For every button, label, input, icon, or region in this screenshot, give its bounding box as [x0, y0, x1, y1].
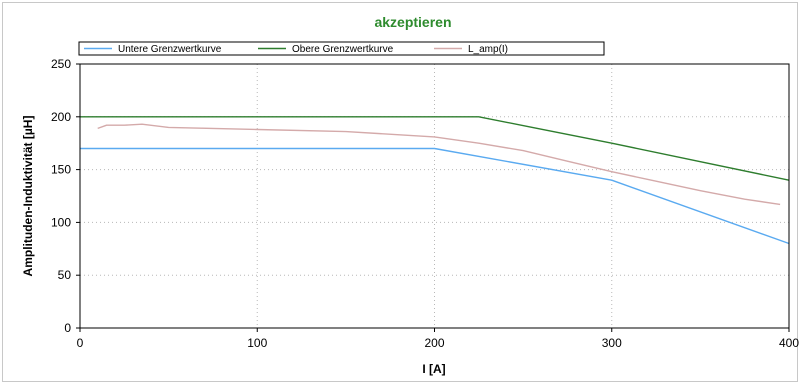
ticks: 0 100 200 300 400 0 50 100 150 200 250	[51, 57, 799, 350]
legend-label-2: Obere Grenzwertkurve	[292, 44, 394, 55]
x-tick-label: 300	[602, 336, 622, 350]
y-tick-label: 250	[51, 57, 71, 71]
series-line-1	[80, 147, 790, 245]
y-tick-label: 200	[51, 110, 71, 124]
series-line-3	[97, 123, 781, 206]
x-tick-label: 100	[247, 336, 267, 350]
y-axis-label: Amplituden-Induktivität [µH]	[21, 116, 35, 277]
grid	[80, 64, 789, 328]
chart-title: akzeptieren	[374, 14, 451, 30]
y-tick-label: 150	[51, 163, 71, 177]
x-tick-label: 0	[77, 336, 84, 350]
chart-frame	[2, 2, 798, 382]
x-axis-label: I [A]	[422, 362, 445, 376]
legend-box	[78, 41, 605, 56]
legend-label-1: Untere Grenzwertkurve	[118, 44, 222, 55]
legend: Untere Grenzwertkurve Obere Grenzwertkurv…	[78, 41, 605, 56]
x-tick-label: 200	[424, 336, 444, 350]
series-group	[80, 116, 790, 245]
x-tick-label: 400	[779, 336, 799, 350]
y-tick-label: 100	[51, 215, 71, 229]
y-tick-label: 50	[58, 268, 72, 282]
y-tick-label: 0	[64, 321, 71, 335]
series-line-2	[80, 116, 790, 181]
legend-label-3: L_amp(I)	[468, 44, 508, 55]
